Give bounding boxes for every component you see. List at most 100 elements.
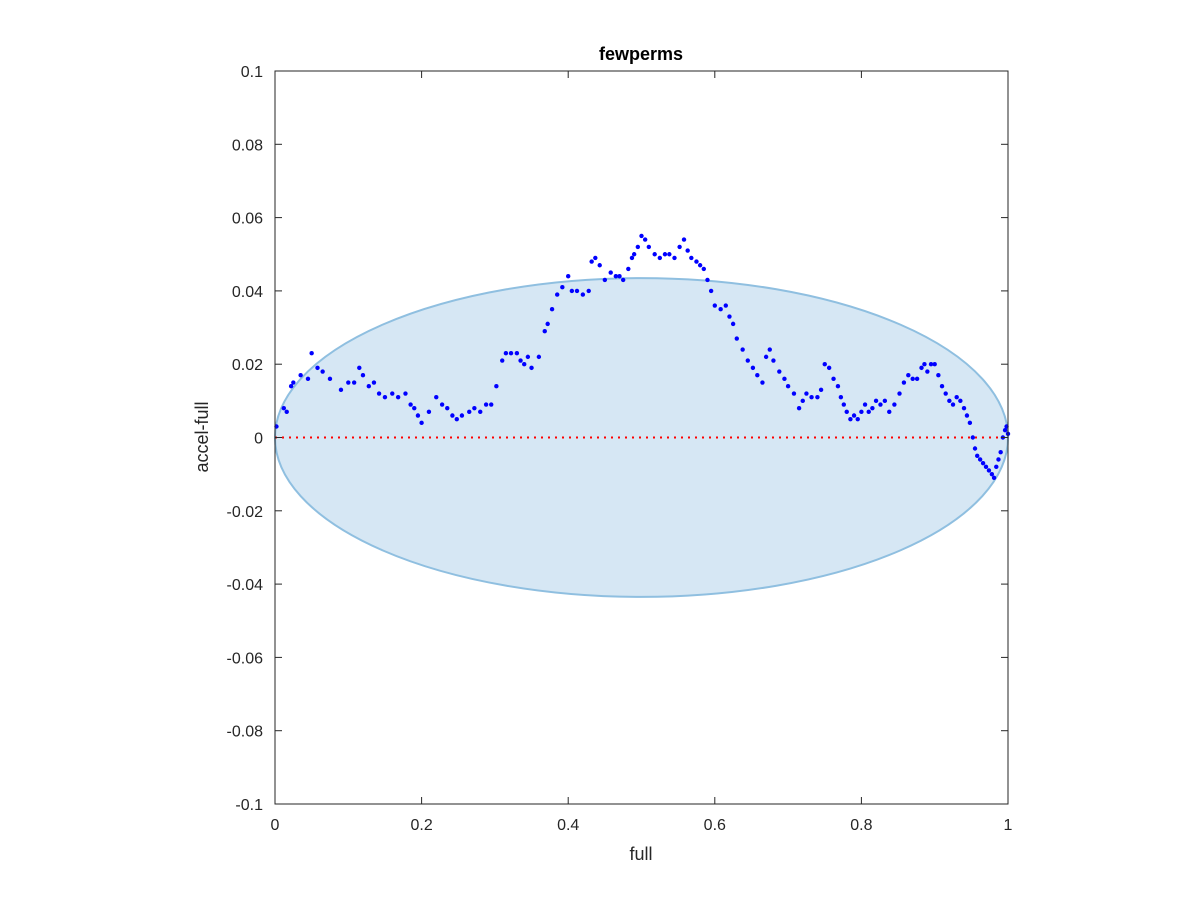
data-point (866, 409, 871, 415)
data-point (685, 248, 690, 253)
data-point (291, 380, 296, 385)
data-point (767, 347, 772, 352)
data-point (954, 394, 959, 400)
y-tick-label: -0.08 (227, 724, 264, 741)
data-point (652, 252, 657, 257)
data-point (910, 376, 915, 382)
data-point (357, 365, 362, 371)
data-point (844, 409, 849, 415)
data-point (281, 405, 286, 411)
data-point (646, 244, 652, 250)
data-point (574, 288, 580, 294)
data-point (617, 274, 622, 279)
data-point (855, 416, 860, 422)
data-point (602, 277, 608, 283)
data-point (503, 351, 509, 356)
data-point (958, 398, 963, 404)
data-point (831, 376, 836, 382)
data-point (782, 376, 787, 382)
data-point (705, 277, 710, 283)
data-point (360, 372, 366, 378)
data-point (569, 288, 575, 294)
data-point (542, 329, 547, 334)
data-point (882, 398, 888, 404)
data-point (327, 376, 333, 382)
data-point (701, 266, 707, 272)
data-point (848, 416, 853, 422)
data-point (996, 457, 1001, 462)
y-axis-label: accel-full (192, 401, 212, 472)
data-point (566, 274, 571, 279)
data-point (777, 369, 782, 374)
data-point (626, 266, 631, 272)
data-point (545, 321, 550, 327)
data-point (851, 413, 857, 418)
data-point (472, 405, 477, 411)
data-point (740, 347, 745, 352)
data-point (518, 358, 523, 363)
data-point (815, 394, 820, 400)
data-point (426, 409, 432, 415)
data-point (525, 354, 531, 360)
data-point (467, 409, 472, 415)
data-point (478, 409, 483, 415)
data-point (901, 380, 907, 385)
x-tick-label: 1 (1004, 817, 1013, 834)
data-point (800, 398, 805, 404)
data-point (580, 292, 586, 297)
data-point (305, 376, 311, 382)
data-point (288, 383, 294, 389)
y-tick-label: -0.02 (227, 504, 264, 521)
data-point (878, 402, 883, 407)
data-point (887, 409, 892, 415)
data-point (763, 354, 769, 360)
data-point (309, 351, 314, 356)
data-point (613, 274, 619, 279)
data-point (681, 237, 687, 242)
data-point (382, 394, 388, 400)
chart-title: fewperms (599, 44, 683, 64)
data-point (826, 365, 832, 371)
data-point (771, 358, 776, 363)
x-tick-label: 0.6 (704, 817, 726, 834)
y-tick-label: 0.02 (232, 357, 263, 374)
data-point (412, 405, 417, 411)
data-point (873, 398, 879, 404)
data-point (939, 383, 945, 389)
data-point (892, 402, 897, 407)
data-point (555, 292, 560, 297)
data-point (835, 383, 841, 389)
data-point (508, 351, 514, 356)
data-point (298, 372, 303, 378)
data-point (586, 288, 591, 294)
data-point (745, 358, 750, 363)
data-point (897, 391, 902, 396)
data-point (494, 383, 499, 389)
data-point (483, 402, 489, 407)
data-point (919, 365, 924, 371)
data-point (862, 402, 868, 407)
data-point (445, 405, 450, 411)
data-point (346, 380, 351, 385)
data-point (529, 365, 534, 371)
data-point (712, 303, 717, 308)
x-axis-ticks: 0 0.2 0.4 0.6 0.8 1 (271, 71, 1013, 834)
data-point (642, 237, 648, 242)
data-point (804, 391, 809, 396)
data-point (403, 391, 408, 396)
data-point (667, 252, 672, 257)
data-point (639, 233, 644, 239)
data-point (980, 460, 986, 466)
data-point (925, 369, 930, 374)
data-point (351, 380, 357, 385)
data-point (822, 362, 827, 367)
plot-area (274, 70, 1011, 805)
data-point (514, 351, 520, 356)
x-tick-label: 0.8 (850, 817, 872, 834)
y-tick-label: -0.1 (235, 797, 263, 814)
data-point (760, 380, 765, 385)
data-point (796, 405, 802, 411)
x-tick-label: 0.4 (557, 817, 579, 834)
data-points (274, 233, 1011, 481)
